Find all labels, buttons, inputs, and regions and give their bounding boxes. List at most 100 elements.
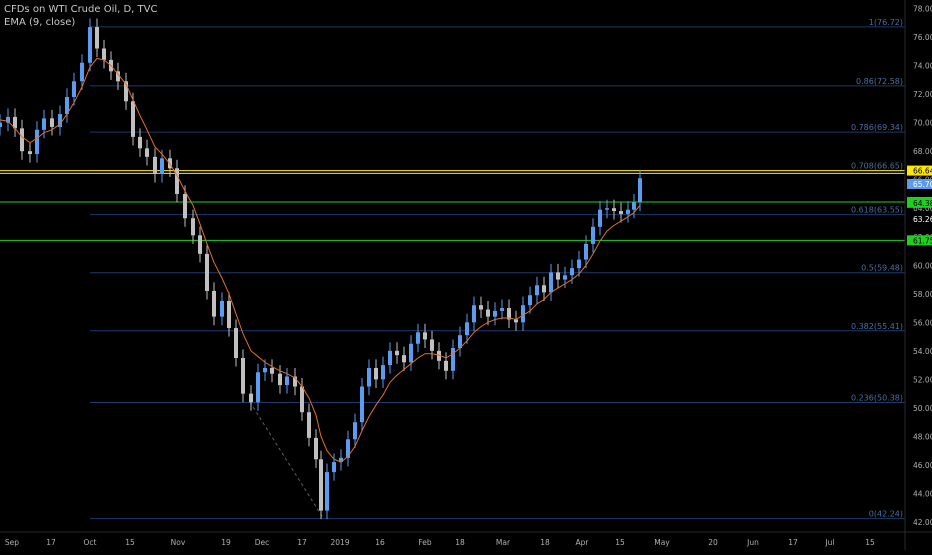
candle bbox=[430, 339, 434, 351]
candle bbox=[486, 309, 490, 317]
candle bbox=[388, 350, 392, 366]
price-tick-label: 60.00 bbox=[913, 261, 932, 270]
time-axis[interactable]: Sep 17 Oct 15 Nov 19 Dec 17 2019 16 Feb 18 Mar 18 Apr 1… bbox=[0, 531, 932, 547]
candle bbox=[346, 439, 350, 458]
chart-legend[interactable]: CFDs on WTI Crude Oil, D, TVC EMA (9, cl… bbox=[4, 3, 157, 29]
candle bbox=[42, 118, 46, 130]
candle bbox=[549, 272, 553, 293]
candle bbox=[493, 310, 497, 317]
candle bbox=[367, 367, 371, 387]
candle bbox=[20, 128, 24, 152]
candle bbox=[270, 367, 274, 374]
candle bbox=[80, 62, 84, 82]
price-tick-label: 44.00 bbox=[913, 489, 932, 498]
trend-line[interactable] bbox=[249, 401, 324, 519]
candle bbox=[314, 437, 318, 460]
candle bbox=[138, 136, 142, 149]
candle bbox=[458, 335, 462, 349]
candle bbox=[278, 373, 282, 386]
indicator-label[interactable]: EMA (9, close) bbox=[4, 17, 76, 28]
candle bbox=[241, 357, 245, 394]
candle bbox=[13, 116, 17, 129]
time-tick-label: Mar bbox=[496, 538, 511, 547]
price-tick-label: 52.00 bbox=[913, 375, 932, 384]
candle bbox=[212, 290, 216, 317]
candle bbox=[598, 209, 602, 227]
price-badge bbox=[907, 165, 932, 176]
price-tick-label: 54.00 bbox=[913, 347, 932, 356]
candle bbox=[88, 27, 92, 63]
candle bbox=[300, 386, 304, 413]
candle bbox=[514, 319, 518, 323]
candle bbox=[570, 268, 574, 276]
candle bbox=[319, 459, 323, 511]
price-badge bbox=[907, 235, 932, 246]
candle bbox=[307, 412, 311, 438]
time-tick-label: 17 bbox=[297, 538, 307, 547]
fib-level-label: 0.86(72.58) bbox=[856, 77, 903, 86]
candle bbox=[65, 96, 69, 115]
price-tick-label: 50.00 bbox=[913, 404, 932, 413]
candle bbox=[285, 376, 289, 386]
candle bbox=[175, 168, 179, 194]
candle bbox=[542, 285, 546, 293]
candle bbox=[591, 226, 595, 244]
candle bbox=[360, 386, 364, 423]
candle bbox=[234, 328, 238, 358]
candle bbox=[0, 122, 2, 127]
candle bbox=[472, 305, 476, 323]
candle bbox=[521, 305, 525, 323]
fib-level-label: 0.618(63.55) bbox=[851, 206, 903, 215]
price-tick-label: 42.00 bbox=[913, 518, 932, 527]
candle bbox=[535, 285, 539, 296]
candle bbox=[160, 158, 164, 175]
candle bbox=[444, 360, 448, 371]
horizontal-lines[interactable] bbox=[0, 170, 905, 241]
fib-level-label: 0.786(69.34) bbox=[851, 123, 903, 132]
price-series bbox=[0, 18, 642, 520]
candle bbox=[353, 422, 357, 440]
price-tick-label: 68.00 bbox=[913, 147, 932, 156]
candle bbox=[465, 322, 469, 336]
candle bbox=[339, 457, 343, 463]
price-badge bbox=[907, 178, 932, 189]
candle bbox=[249, 393, 253, 403]
time-tick-label: Jun bbox=[746, 538, 759, 547]
price-badge-label: 66.64 bbox=[913, 167, 932, 176]
candle bbox=[381, 365, 385, 380]
candle bbox=[102, 48, 106, 60]
candle bbox=[423, 332, 427, 340]
candle bbox=[227, 300, 231, 329]
price-axis[interactable]: 42.00 44.00 46.00 48.00 50.00 52.00 54.00 56.00… bbox=[904, 0, 932, 550]
price-tick-label: 72.00 bbox=[913, 90, 932, 99]
candle bbox=[58, 114, 62, 127]
time-tick-label: 16 bbox=[375, 538, 385, 547]
time-tick-label: 20 bbox=[708, 538, 718, 547]
candle bbox=[507, 308, 511, 320]
candle bbox=[632, 202, 636, 210]
price-tick-label: 64.00 bbox=[913, 204, 932, 213]
time-tick-label: Sep bbox=[5, 538, 19, 547]
candle bbox=[395, 350, 399, 356]
price-tick-label: 76.00 bbox=[913, 33, 932, 42]
fib-level-label: 0.382(55.41) bbox=[851, 322, 903, 331]
ema-line bbox=[0, 57, 641, 463]
price-badge-label: 61.75 bbox=[913, 236, 932, 245]
candle bbox=[556, 272, 560, 280]
candle bbox=[220, 300, 224, 317]
candle bbox=[205, 253, 209, 291]
candle bbox=[451, 348, 455, 371]
candle bbox=[332, 462, 336, 473]
time-tick-label: 15 bbox=[615, 538, 625, 547]
time-tick-label: 17 bbox=[788, 538, 798, 547]
time-tick-label: Oct bbox=[84, 538, 97, 547]
time-tick-label: Nov bbox=[171, 538, 186, 547]
price-tick-label: 58.00 bbox=[913, 290, 932, 299]
price-badge-label: 64.38 bbox=[913, 199, 932, 208]
symbol-title[interactable]: CFDs on WTI Crude Oil, D, TVC bbox=[4, 4, 158, 15]
candle bbox=[500, 308, 504, 311]
time-tick-label: 2019 bbox=[330, 538, 349, 547]
candle bbox=[124, 81, 128, 102]
